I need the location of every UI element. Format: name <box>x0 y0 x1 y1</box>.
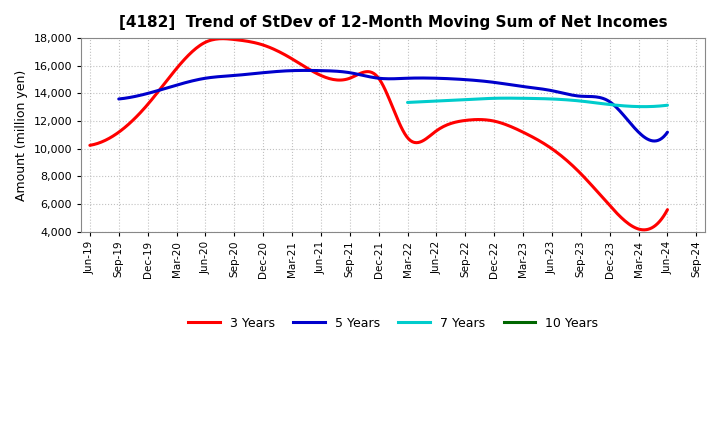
5 Years <box>650 138 659 143</box>
7 Years <box>623 103 631 109</box>
3 Years <box>88 142 96 147</box>
7 Years <box>404 100 413 105</box>
5 Years <box>613 106 622 112</box>
3 Years <box>86 143 94 148</box>
3 Years <box>640 227 649 232</box>
5 Years <box>443 76 451 81</box>
5 Years <box>441 76 450 81</box>
3 Years <box>663 207 672 213</box>
5 Years <box>116 96 125 102</box>
Y-axis label: Amount (million yen): Amount (million yen) <box>15 70 28 201</box>
5 Years <box>579 94 588 99</box>
Title: [4182]  Trend of StDev of 12-Month Moving Sum of Net Incomes: [4182] Trend of StDev of 12-Month Moving… <box>119 15 667 30</box>
7 Years <box>639 104 648 109</box>
3 Years <box>611 209 620 214</box>
7 Years <box>641 104 649 109</box>
7 Years <box>563 97 572 103</box>
7 Years <box>558 97 567 102</box>
Line: 5 Years: 5 Years <box>119 70 667 141</box>
5 Years <box>452 77 461 82</box>
7 Years <box>403 100 412 105</box>
3 Years <box>429 130 438 136</box>
5 Years <box>300 68 308 73</box>
Line: 3 Years: 3 Years <box>90 39 667 230</box>
3 Years <box>431 129 440 134</box>
5 Years <box>663 129 672 135</box>
Legend: 3 Years, 5 Years, 7 Years, 10 Years: 3 Years, 5 Years, 7 Years, 10 Years <box>184 312 603 335</box>
3 Years <box>441 123 449 128</box>
7 Years <box>503 95 511 101</box>
7 Years <box>559 97 567 102</box>
3 Years <box>219 36 228 41</box>
Line: 7 Years: 7 Years <box>408 98 667 106</box>
3 Years <box>575 169 583 174</box>
7 Years <box>663 103 672 108</box>
5 Years <box>114 96 123 102</box>
